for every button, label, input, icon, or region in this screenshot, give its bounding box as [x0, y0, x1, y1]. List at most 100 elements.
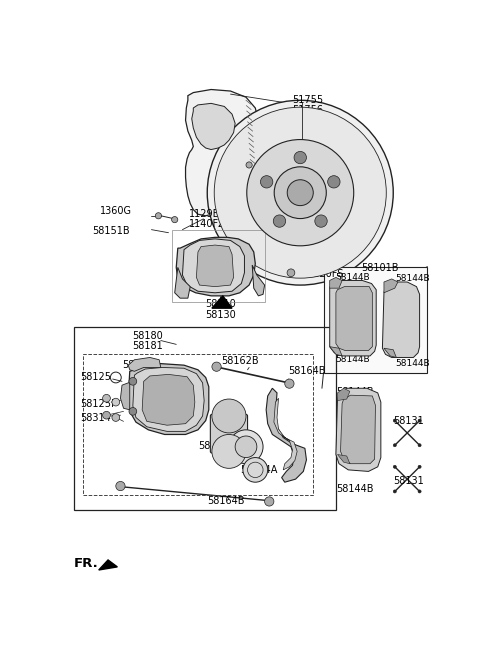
Circle shape — [112, 414, 120, 421]
Circle shape — [172, 216, 178, 222]
Text: 58151B: 58151B — [93, 226, 130, 236]
Circle shape — [229, 430, 263, 464]
Text: 58181: 58181 — [132, 341, 163, 351]
Bar — [74, 327, 336, 510]
Polygon shape — [383, 282, 420, 358]
Text: 58144B: 58144B — [335, 354, 370, 363]
Text: 58125F: 58125F — [80, 400, 117, 409]
Circle shape — [103, 394, 110, 402]
Polygon shape — [120, 383, 130, 410]
Text: 58144B: 58144B — [395, 359, 430, 368]
Ellipse shape — [274, 167, 326, 218]
Circle shape — [243, 458, 268, 482]
Ellipse shape — [207, 100, 393, 285]
Circle shape — [393, 465, 396, 468]
Circle shape — [112, 398, 120, 406]
Circle shape — [246, 162, 252, 168]
Text: 58144B: 58144B — [335, 273, 370, 282]
Polygon shape — [182, 239, 244, 293]
Text: 58131: 58131 — [393, 416, 424, 426]
Circle shape — [261, 176, 273, 188]
Circle shape — [116, 482, 125, 491]
Circle shape — [315, 215, 327, 227]
Circle shape — [393, 419, 396, 422]
Circle shape — [294, 152, 306, 164]
Polygon shape — [336, 388, 381, 472]
Circle shape — [156, 213, 162, 219]
Circle shape — [393, 490, 396, 493]
Ellipse shape — [287, 180, 313, 205]
Text: 58163B: 58163B — [122, 360, 159, 370]
Circle shape — [418, 490, 421, 493]
Polygon shape — [384, 348, 396, 358]
Bar — [83, 354, 312, 495]
Text: 58314: 58314 — [80, 413, 111, 423]
Polygon shape — [175, 268, 190, 298]
Circle shape — [103, 411, 110, 419]
Polygon shape — [252, 265, 264, 296]
Text: 51712: 51712 — [318, 124, 349, 134]
Circle shape — [235, 436, 257, 458]
Polygon shape — [384, 279, 398, 293]
Polygon shape — [186, 89, 258, 216]
Text: 58131: 58131 — [393, 476, 424, 485]
Circle shape — [212, 434, 246, 468]
Circle shape — [285, 379, 294, 388]
Circle shape — [212, 399, 246, 433]
Text: 51756: 51756 — [292, 106, 323, 115]
Text: 58180: 58180 — [132, 331, 163, 341]
Text: 58125: 58125 — [80, 372, 111, 382]
Polygon shape — [128, 363, 209, 434]
Text: 1140FZ: 1140FZ — [189, 219, 226, 229]
Text: 58130: 58130 — [205, 310, 236, 320]
Ellipse shape — [214, 107, 386, 278]
Text: 1360G: 1360G — [100, 206, 132, 216]
Text: 58162B: 58162B — [221, 356, 259, 365]
Polygon shape — [99, 560, 117, 570]
Text: 58101B: 58101B — [360, 263, 398, 273]
Polygon shape — [142, 375, 195, 425]
Polygon shape — [192, 104, 235, 150]
Text: FR.: FR. — [74, 558, 99, 570]
Text: 58112: 58112 — [198, 441, 229, 451]
Circle shape — [328, 176, 340, 188]
Text: 51755: 51755 — [292, 95, 323, 105]
FancyBboxPatch shape — [210, 415, 248, 453]
Polygon shape — [337, 388, 350, 401]
Text: 58114A: 58114A — [240, 465, 277, 475]
Ellipse shape — [247, 140, 354, 246]
Polygon shape — [128, 358, 161, 371]
Circle shape — [393, 443, 396, 447]
Circle shape — [287, 269, 295, 277]
Polygon shape — [274, 398, 297, 470]
Text: 58164B: 58164B — [288, 366, 325, 377]
Polygon shape — [336, 287, 372, 350]
Text: 1129ED: 1129ED — [189, 209, 227, 219]
Text: 58144B: 58144B — [336, 387, 373, 397]
Bar — [324, 266, 427, 373]
Circle shape — [273, 215, 286, 227]
Polygon shape — [337, 455, 350, 464]
Circle shape — [129, 377, 137, 385]
Text: 1220FS: 1220FS — [308, 268, 344, 279]
Text: 58144B: 58144B — [336, 484, 373, 494]
Polygon shape — [330, 346, 342, 356]
Circle shape — [418, 419, 421, 422]
Text: 58144B: 58144B — [395, 274, 430, 283]
Polygon shape — [340, 395, 375, 464]
Polygon shape — [266, 388, 306, 482]
Polygon shape — [212, 296, 232, 308]
Text: 58110: 58110 — [205, 299, 236, 310]
Polygon shape — [330, 277, 342, 288]
Circle shape — [212, 362, 221, 371]
Circle shape — [418, 465, 421, 468]
Circle shape — [129, 407, 137, 415]
Polygon shape — [330, 281, 376, 356]
Polygon shape — [176, 237, 255, 296]
Circle shape — [418, 443, 421, 447]
Circle shape — [264, 497, 274, 506]
Polygon shape — [196, 245, 234, 287]
Text: 58113: 58113 — [223, 453, 253, 462]
Polygon shape — [133, 367, 204, 432]
Text: 58164B: 58164B — [207, 497, 245, 506]
